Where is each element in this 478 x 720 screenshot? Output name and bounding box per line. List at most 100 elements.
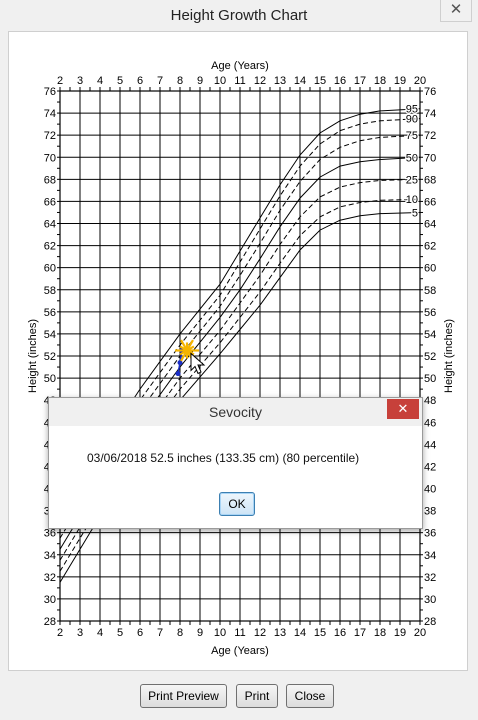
y-tick-label-right: 52 — [424, 351, 436, 363]
x-tick-label-top: 14 — [294, 75, 306, 87]
x-tick-label-bottom: 13 — [274, 627, 286, 639]
y-tick-label-right: 74 — [424, 108, 436, 120]
percentile-line-90 — [59, 118, 421, 528]
x-tick-label-top: 10 — [214, 75, 226, 87]
percentile-label-90: 90 — [406, 114, 418, 126]
y-axis-title-right: Height (inches) — [443, 319, 455, 393]
x-tick-label-top: 19 — [394, 75, 406, 87]
y-tick-label-right: 54 — [424, 329, 436, 341]
x-tick-label-bottom: 17 — [354, 627, 366, 639]
x-tick-label-top: 4 — [97, 75, 103, 87]
y-tick-label-left: 68 — [44, 174, 56, 186]
y-tick-label-left: 74 — [44, 108, 56, 120]
y-tick-label-right: 72 — [424, 130, 436, 142]
patient-point — [175, 371, 181, 377]
x-tick-label-bottom: 4 — [97, 627, 103, 639]
x-tick-label-bottom: 5 — [117, 627, 123, 639]
y-tick-label-right: 32 — [424, 572, 436, 584]
print-button[interactable]: Print — [236, 684, 278, 708]
percentile-label-25: 25 — [406, 174, 418, 186]
y-tick-label-left: 30 — [44, 594, 56, 606]
x-tick-label-bottom: 14 — [294, 627, 306, 639]
chart-panel: Age (Years) Age (Years) Height (inches) Hei… — [8, 31, 468, 671]
x-tick-label-top: 8 — [177, 75, 183, 87]
x-axis-title-top: Age (Years) — [211, 60, 269, 72]
y-tick-label-right: 30 — [424, 594, 436, 606]
y-tick-label-left: 72 — [44, 130, 56, 142]
x-tick-label-top: 12 — [254, 75, 266, 87]
window-close-button[interactable]: ✕ — [440, 0, 472, 22]
y-tick-label-right: 56 — [424, 307, 436, 319]
y-tick-label-right: 70 — [424, 152, 436, 164]
x-tick-label-bottom: 10 — [214, 627, 226, 639]
y-tick-label-right: 48 — [424, 395, 436, 407]
x-tick-label-bottom: 6 — [137, 627, 143, 639]
y-tick-label-left: 64 — [44, 219, 56, 231]
x-tick-label-top: 20 — [414, 75, 426, 87]
x-tick-label-top: 7 — [157, 75, 163, 87]
y-tick-label-left: 60 — [44, 263, 56, 275]
x-tick-label-bottom: 3 — [77, 627, 83, 639]
percentile-line-95 — [59, 108, 421, 517]
y-axis-title-left: Height (inches) — [27, 319, 39, 393]
y-tick-label-left: 54 — [44, 329, 56, 341]
x-tick-label-top: 9 — [197, 75, 203, 87]
highlight-burst — [175, 339, 199, 362]
close-button[interactable]: Close — [286, 684, 334, 708]
y-tick-label-left: 56 — [44, 307, 56, 319]
x-tick-label-top: 17 — [354, 75, 366, 87]
y-tick-label-right: 62 — [424, 241, 436, 253]
window-titlebar: Height Growth Chart ✕ — [0, 0, 478, 30]
x-tick-label-bottom: 9 — [197, 627, 203, 639]
y-tick-label-left: 36 — [44, 528, 56, 540]
percentile-label-50: 50 — [406, 152, 418, 164]
x-tick-label-bottom: 19 — [394, 627, 406, 639]
y-tick-label-left: 28 — [44, 616, 56, 628]
y-tick-label-right: 68 — [424, 174, 436, 186]
y-tick-label-right: 58 — [424, 285, 436, 297]
y-tick-label-left: 76 — [44, 86, 56, 98]
y-tick-label-left: 32 — [44, 572, 56, 584]
patient-point — [177, 360, 183, 366]
y-tick-label-right: 44 — [424, 439, 436, 451]
y-tick-label-right: 28 — [424, 616, 436, 628]
x-tick-label-top: 13 — [274, 75, 286, 87]
y-tick-label-left: 50 — [44, 373, 56, 385]
dialog-message: 03/06/2018 52.5 inches (133.35 cm) (80 p… — [87, 451, 360, 465]
x-tick-label-top: 5 — [117, 75, 123, 87]
x-tick-label-bottom: 12 — [254, 627, 266, 639]
y-tick-label-right: 34 — [424, 550, 436, 562]
x-tick-label-bottom: 11 — [234, 627, 245, 639]
percentile-label-75: 75 — [406, 130, 418, 142]
ok-button[interactable]: OK — [219, 492, 255, 516]
percentile-label-10: 10 — [406, 194, 418, 206]
highlight-ray — [186, 345, 195, 352]
dialog-title: Sevocity — [209, 404, 262, 420]
x-tick-label-bottom: 16 — [334, 627, 346, 639]
x-tick-label-top: 16 — [334, 75, 346, 87]
y-tick-label-right: 50 — [424, 373, 436, 385]
print-preview-button[interactable]: Print Preview — [140, 684, 227, 708]
y-tick-label-left: 70 — [44, 152, 56, 164]
x-tick-label-top: 11 — [234, 75, 245, 87]
plot-frame — [59, 90, 421, 622]
y-tick-label-right: 38 — [424, 506, 436, 518]
x-tick-label-bottom: 18 — [374, 627, 386, 639]
x-tick-label-bottom: 7 — [157, 627, 163, 639]
x-tick-label-bottom: 20 — [414, 627, 426, 639]
x-tick-label-bottom: 15 — [314, 627, 326, 639]
height-growth-chart: Age (Years) Age (Years) Height (inches) Hei… — [27, 60, 455, 657]
y-tick-label-right: 46 — [424, 417, 436, 429]
y-tick-label-left: 66 — [44, 196, 56, 208]
sevocity-dialog: Sevocity ✕ 03/06/2018 52.5 inches (133.3… — [48, 397, 423, 529]
dialog-close-button[interactable]: ✕ — [387, 399, 419, 419]
y-tick-label-right: 76 — [424, 86, 436, 98]
y-tick-label-right: 66 — [424, 196, 436, 208]
y-tick-label-left: 58 — [44, 285, 56, 297]
y-tick-label-right: 64 — [424, 219, 436, 231]
y-tick-label-left: 62 — [44, 241, 56, 253]
x-tick-label-top: 6 — [137, 75, 143, 87]
percentile-label-5: 5 — [412, 207, 418, 219]
y-tick-label-right: 42 — [424, 461, 436, 473]
x-tick-label-bottom: 8 — [177, 627, 183, 639]
